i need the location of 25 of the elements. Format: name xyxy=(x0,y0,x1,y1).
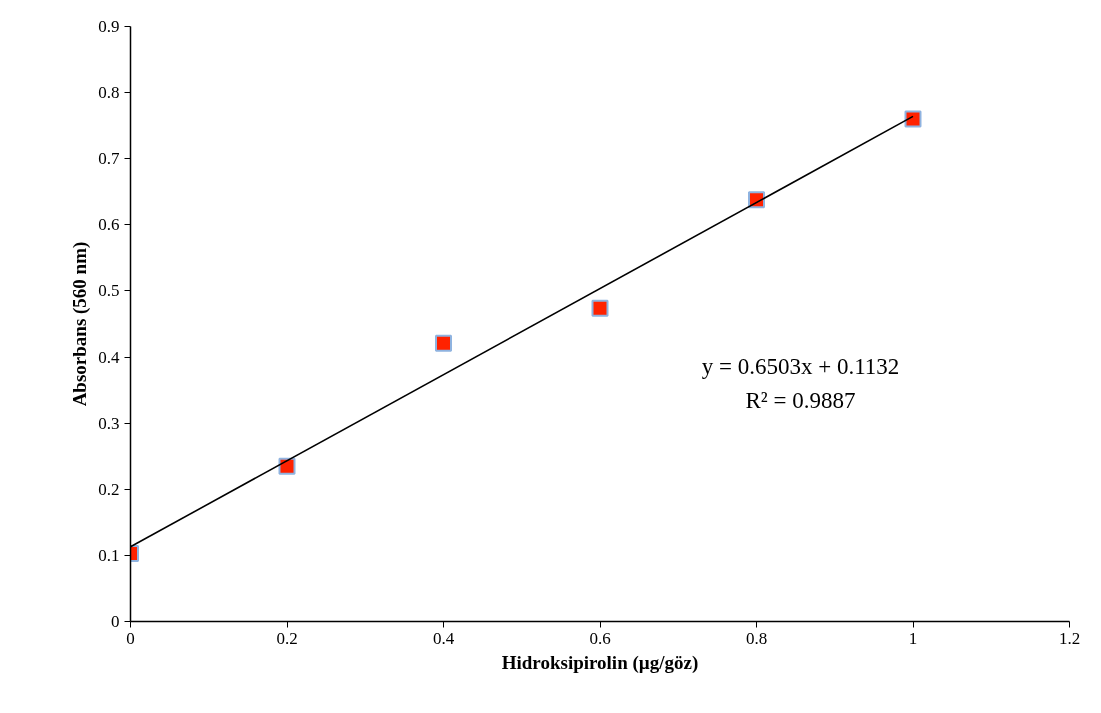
y-tick-label: 0.3 xyxy=(98,413,120,433)
point xyxy=(591,299,609,317)
y-axis-title: Absorbans (560 nm) xyxy=(69,241,92,407)
x-axis-title: Hidroksipirolin (µg/göz) xyxy=(501,651,699,674)
y-tick-label: 0.1 xyxy=(98,545,120,565)
y-tick-label: 0 xyxy=(111,612,120,631)
x-tick-label: 0 xyxy=(126,628,135,648)
point xyxy=(904,110,922,128)
y-tick-label: 0.8 xyxy=(98,83,120,103)
point xyxy=(278,457,296,475)
y-tick-label: 0.6 xyxy=(98,215,120,235)
annotation: R² = 0.9887 xyxy=(745,388,856,413)
annotation: y = 0.6503x + 0.1132 xyxy=(701,354,900,379)
point xyxy=(435,334,452,352)
y-tick-label: 0.4 xyxy=(98,347,120,367)
x-tick-label: 1.2 xyxy=(1058,628,1081,648)
y-tick-label: 0.7 xyxy=(98,149,120,169)
x-tick-label: 0.4 xyxy=(432,628,455,648)
x-tick-label: 0.6 xyxy=(589,628,611,648)
y-tick-label: 0.5 xyxy=(98,281,120,301)
y-tick-label: 0.2 xyxy=(98,479,120,499)
x-tick-label: 0.8 xyxy=(745,628,768,648)
y-tick-label: 0.9 xyxy=(98,17,120,36)
x-tick-label: 0.2 xyxy=(276,628,298,648)
x-tick-label: 1 xyxy=(908,628,918,648)
